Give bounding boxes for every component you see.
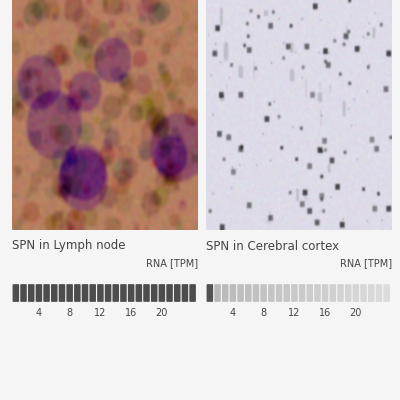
FancyBboxPatch shape [136, 284, 142, 302]
FancyBboxPatch shape [59, 284, 65, 302]
FancyBboxPatch shape [345, 284, 352, 302]
FancyBboxPatch shape [20, 284, 27, 302]
FancyBboxPatch shape [12, 284, 19, 302]
FancyBboxPatch shape [376, 284, 382, 302]
FancyBboxPatch shape [51, 284, 58, 302]
FancyBboxPatch shape [360, 284, 367, 302]
FancyBboxPatch shape [90, 284, 96, 302]
Text: RNA [TPM]: RNA [TPM] [146, 258, 198, 268]
FancyBboxPatch shape [189, 284, 196, 302]
FancyBboxPatch shape [105, 284, 111, 302]
Text: 4: 4 [36, 308, 42, 318]
FancyBboxPatch shape [66, 284, 73, 302]
FancyBboxPatch shape [284, 284, 290, 302]
Text: 20: 20 [156, 308, 168, 318]
FancyBboxPatch shape [291, 284, 298, 302]
FancyBboxPatch shape [237, 284, 244, 302]
FancyBboxPatch shape [74, 284, 80, 302]
Text: 12: 12 [94, 308, 106, 318]
Text: 8: 8 [66, 308, 73, 318]
FancyBboxPatch shape [260, 284, 267, 302]
FancyBboxPatch shape [182, 284, 188, 302]
FancyBboxPatch shape [368, 284, 374, 302]
FancyBboxPatch shape [306, 284, 313, 302]
Text: 8: 8 [260, 308, 267, 318]
FancyBboxPatch shape [151, 284, 158, 302]
FancyBboxPatch shape [383, 284, 390, 302]
Text: SPN in Lymph node: SPN in Lymph node [12, 240, 126, 252]
FancyBboxPatch shape [120, 284, 127, 302]
FancyBboxPatch shape [222, 284, 228, 302]
FancyBboxPatch shape [337, 284, 344, 302]
FancyBboxPatch shape [353, 284, 359, 302]
Text: 4: 4 [230, 308, 236, 318]
FancyBboxPatch shape [330, 284, 336, 302]
FancyBboxPatch shape [36, 284, 42, 302]
Text: SPN in Cerebral cortex: SPN in Cerebral cortex [206, 240, 339, 252]
FancyBboxPatch shape [276, 284, 282, 302]
FancyBboxPatch shape [143, 284, 150, 302]
FancyBboxPatch shape [43, 284, 50, 302]
FancyBboxPatch shape [112, 284, 119, 302]
FancyBboxPatch shape [299, 284, 305, 302]
FancyBboxPatch shape [206, 284, 213, 302]
FancyBboxPatch shape [268, 284, 274, 302]
FancyBboxPatch shape [82, 284, 88, 302]
FancyBboxPatch shape [230, 284, 236, 302]
FancyBboxPatch shape [314, 284, 321, 302]
FancyBboxPatch shape [245, 284, 252, 302]
Text: 16: 16 [125, 308, 137, 318]
FancyBboxPatch shape [97, 284, 104, 302]
Text: 16: 16 [319, 308, 331, 318]
FancyBboxPatch shape [159, 284, 165, 302]
Text: 20: 20 [350, 308, 362, 318]
FancyBboxPatch shape [128, 284, 134, 302]
FancyBboxPatch shape [214, 284, 221, 302]
FancyBboxPatch shape [253, 284, 259, 302]
Text: 12: 12 [288, 308, 300, 318]
FancyBboxPatch shape [174, 284, 180, 302]
FancyBboxPatch shape [166, 284, 173, 302]
FancyBboxPatch shape [322, 284, 328, 302]
FancyBboxPatch shape [28, 284, 34, 302]
Text: RNA [TPM]: RNA [TPM] [340, 258, 392, 268]
